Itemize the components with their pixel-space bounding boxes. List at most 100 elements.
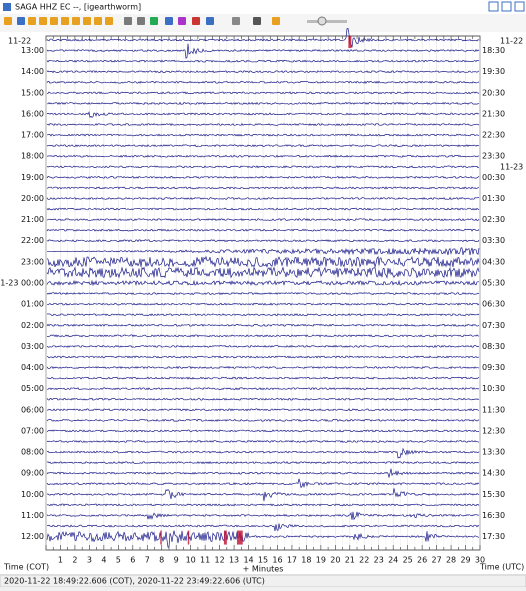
left-time-label: 21:00 <box>21 215 44 224</box>
right-time-label: 14:30 <box>482 469 505 478</box>
right-time-label: 09:30 <box>482 363 505 372</box>
zoom-slider[interactable] <box>307 20 347 23</box>
toolbar-button[interactable] <box>165 17 173 25</box>
seismogram-trace <box>46 376 480 380</box>
left-time-label: 17:00 <box>21 131 44 140</box>
right-time-label: 11:30 <box>482 405 505 414</box>
seismogram-trace <box>46 239 480 243</box>
toolbar-button[interactable] <box>94 17 102 25</box>
app-icon <box>3 3 11 11</box>
toolbar-button[interactable] <box>272 17 280 25</box>
seismogram-trace <box>46 344 479 348</box>
seismogram-trace <box>46 80 480 84</box>
seismogram-trace <box>46 511 480 521</box>
toolbar-button[interactable] <box>61 17 69 25</box>
x-tick-label: 17 <box>287 556 297 565</box>
status-text: 2020-11-22 18:49:22.606 (COT), 2020-11-2… <box>4 577 265 586</box>
toolbar-button[interactable] <box>105 17 113 25</box>
traces <box>46 27 480 548</box>
seismogram-trace <box>46 207 480 211</box>
close-button[interactable] <box>514 1 525 12</box>
trace-burst <box>160 530 162 545</box>
x-tick-label: 11 <box>200 556 210 565</box>
toolbar-button[interactable] <box>253 17 261 25</box>
toolbar-button[interactable] <box>50 17 58 25</box>
toolbar-button[interactable] <box>232 17 240 25</box>
left-time-label: 06:00 <box>21 405 44 414</box>
left-time-label: 03:00 <box>21 342 44 351</box>
x-tick-label: 18 <box>301 556 311 565</box>
seismogram-trace <box>46 429 479 433</box>
x-tick-label: 22 <box>359 556 369 565</box>
right-time-label: 17:30 <box>482 532 505 541</box>
window-buttons[interactable] <box>488 1 525 12</box>
left-time-label: 15:00 <box>21 88 44 97</box>
left-time-label: 11-23 00:00 <box>0 278 44 287</box>
seismogram-trace <box>46 468 480 478</box>
trace-burst <box>187 530 190 545</box>
right-time-label: 18:30 <box>482 46 505 55</box>
right-time-label: 12:30 <box>482 426 505 435</box>
right-time-label: 02:30 <box>482 215 505 224</box>
toolbar-button[interactable] <box>124 17 132 25</box>
x-tick-label: 28 <box>446 556 456 565</box>
left-time-label: 14:00 <box>21 67 44 76</box>
toolbar-button[interactable] <box>72 17 80 25</box>
slider-thumb[interactable] <box>317 16 327 26</box>
left-time-label: 07:00 <box>21 426 44 435</box>
seismogram-trace <box>47 302 480 306</box>
seismogram-trace <box>46 460 479 465</box>
seismogram-trace <box>46 355 480 359</box>
trace-burst <box>236 530 243 545</box>
seismogram-trace <box>46 523 480 532</box>
left-time-label: 05:00 <box>21 384 44 393</box>
x-tick-label: 29 <box>460 556 470 565</box>
seismogram-trace <box>47 154 480 158</box>
left-axis-label: Time (COT) <box>3 563 49 572</box>
seismogram-trace <box>46 111 480 118</box>
toolbar-button[interactable] <box>178 17 186 25</box>
toolbar-button[interactable] <box>4 17 12 25</box>
x-tick-label: 24 <box>388 556 398 565</box>
x-tick-label: 27 <box>432 556 442 565</box>
toolbar-button[interactable] <box>150 17 158 25</box>
seismogram-trace <box>46 503 480 507</box>
toolbar-button[interactable] <box>83 17 91 25</box>
x-axis-label: + Minutes <box>243 565 284 574</box>
x-tick-label: 19 <box>316 556 326 565</box>
toolbar-button[interactable] <box>17 17 25 25</box>
toolbar-button[interactable] <box>39 17 47 25</box>
x-tick-label: 21 <box>345 556 355 565</box>
left-time-label: 04:00 <box>21 363 44 372</box>
maximize-button[interactable] <box>501 1 512 12</box>
x-tick-label: 13 <box>229 556 239 565</box>
restore-button[interactable] <box>488 1 499 12</box>
x-tick-label: 23 <box>374 556 384 565</box>
window-title: SAGA HHZ EC --, [igearthworm] <box>15 3 141 12</box>
left-time-label: 02:00 <box>21 321 44 330</box>
left-time-label: 12:00 <box>21 532 44 541</box>
seismogram-trace <box>46 43 480 59</box>
title-bar <box>0 0 526 14</box>
x-tick-label: 2 <box>72 556 77 565</box>
seismogram-trace <box>46 397 480 401</box>
toolbar-button[interactable] <box>28 17 36 25</box>
toolbar-button[interactable] <box>137 17 145 25</box>
left-time-label: 16:00 <box>21 109 44 118</box>
left-time-label: 19:00 <box>21 173 44 182</box>
right-time-label: 00:30 <box>482 173 505 182</box>
x-tick-label: 5 <box>116 556 121 565</box>
right-time-label: 05:30 <box>482 278 505 287</box>
x-tick-label: 8 <box>159 556 164 565</box>
seismogram-trace <box>46 228 480 232</box>
seismogram-trace <box>47 247 480 256</box>
right-time-label: 03:30 <box>482 236 505 245</box>
toolbar-button[interactable] <box>206 17 214 25</box>
right-time-label: 07:30 <box>482 321 505 330</box>
x-tick-label: 9 <box>174 556 179 565</box>
seismogram-trace <box>46 59 480 63</box>
seismogram-trace <box>46 196 479 200</box>
left-time-label: 13:00 <box>21 46 44 55</box>
seismogram-trace <box>46 530 479 548</box>
toolbar-button[interactable] <box>192 17 200 25</box>
